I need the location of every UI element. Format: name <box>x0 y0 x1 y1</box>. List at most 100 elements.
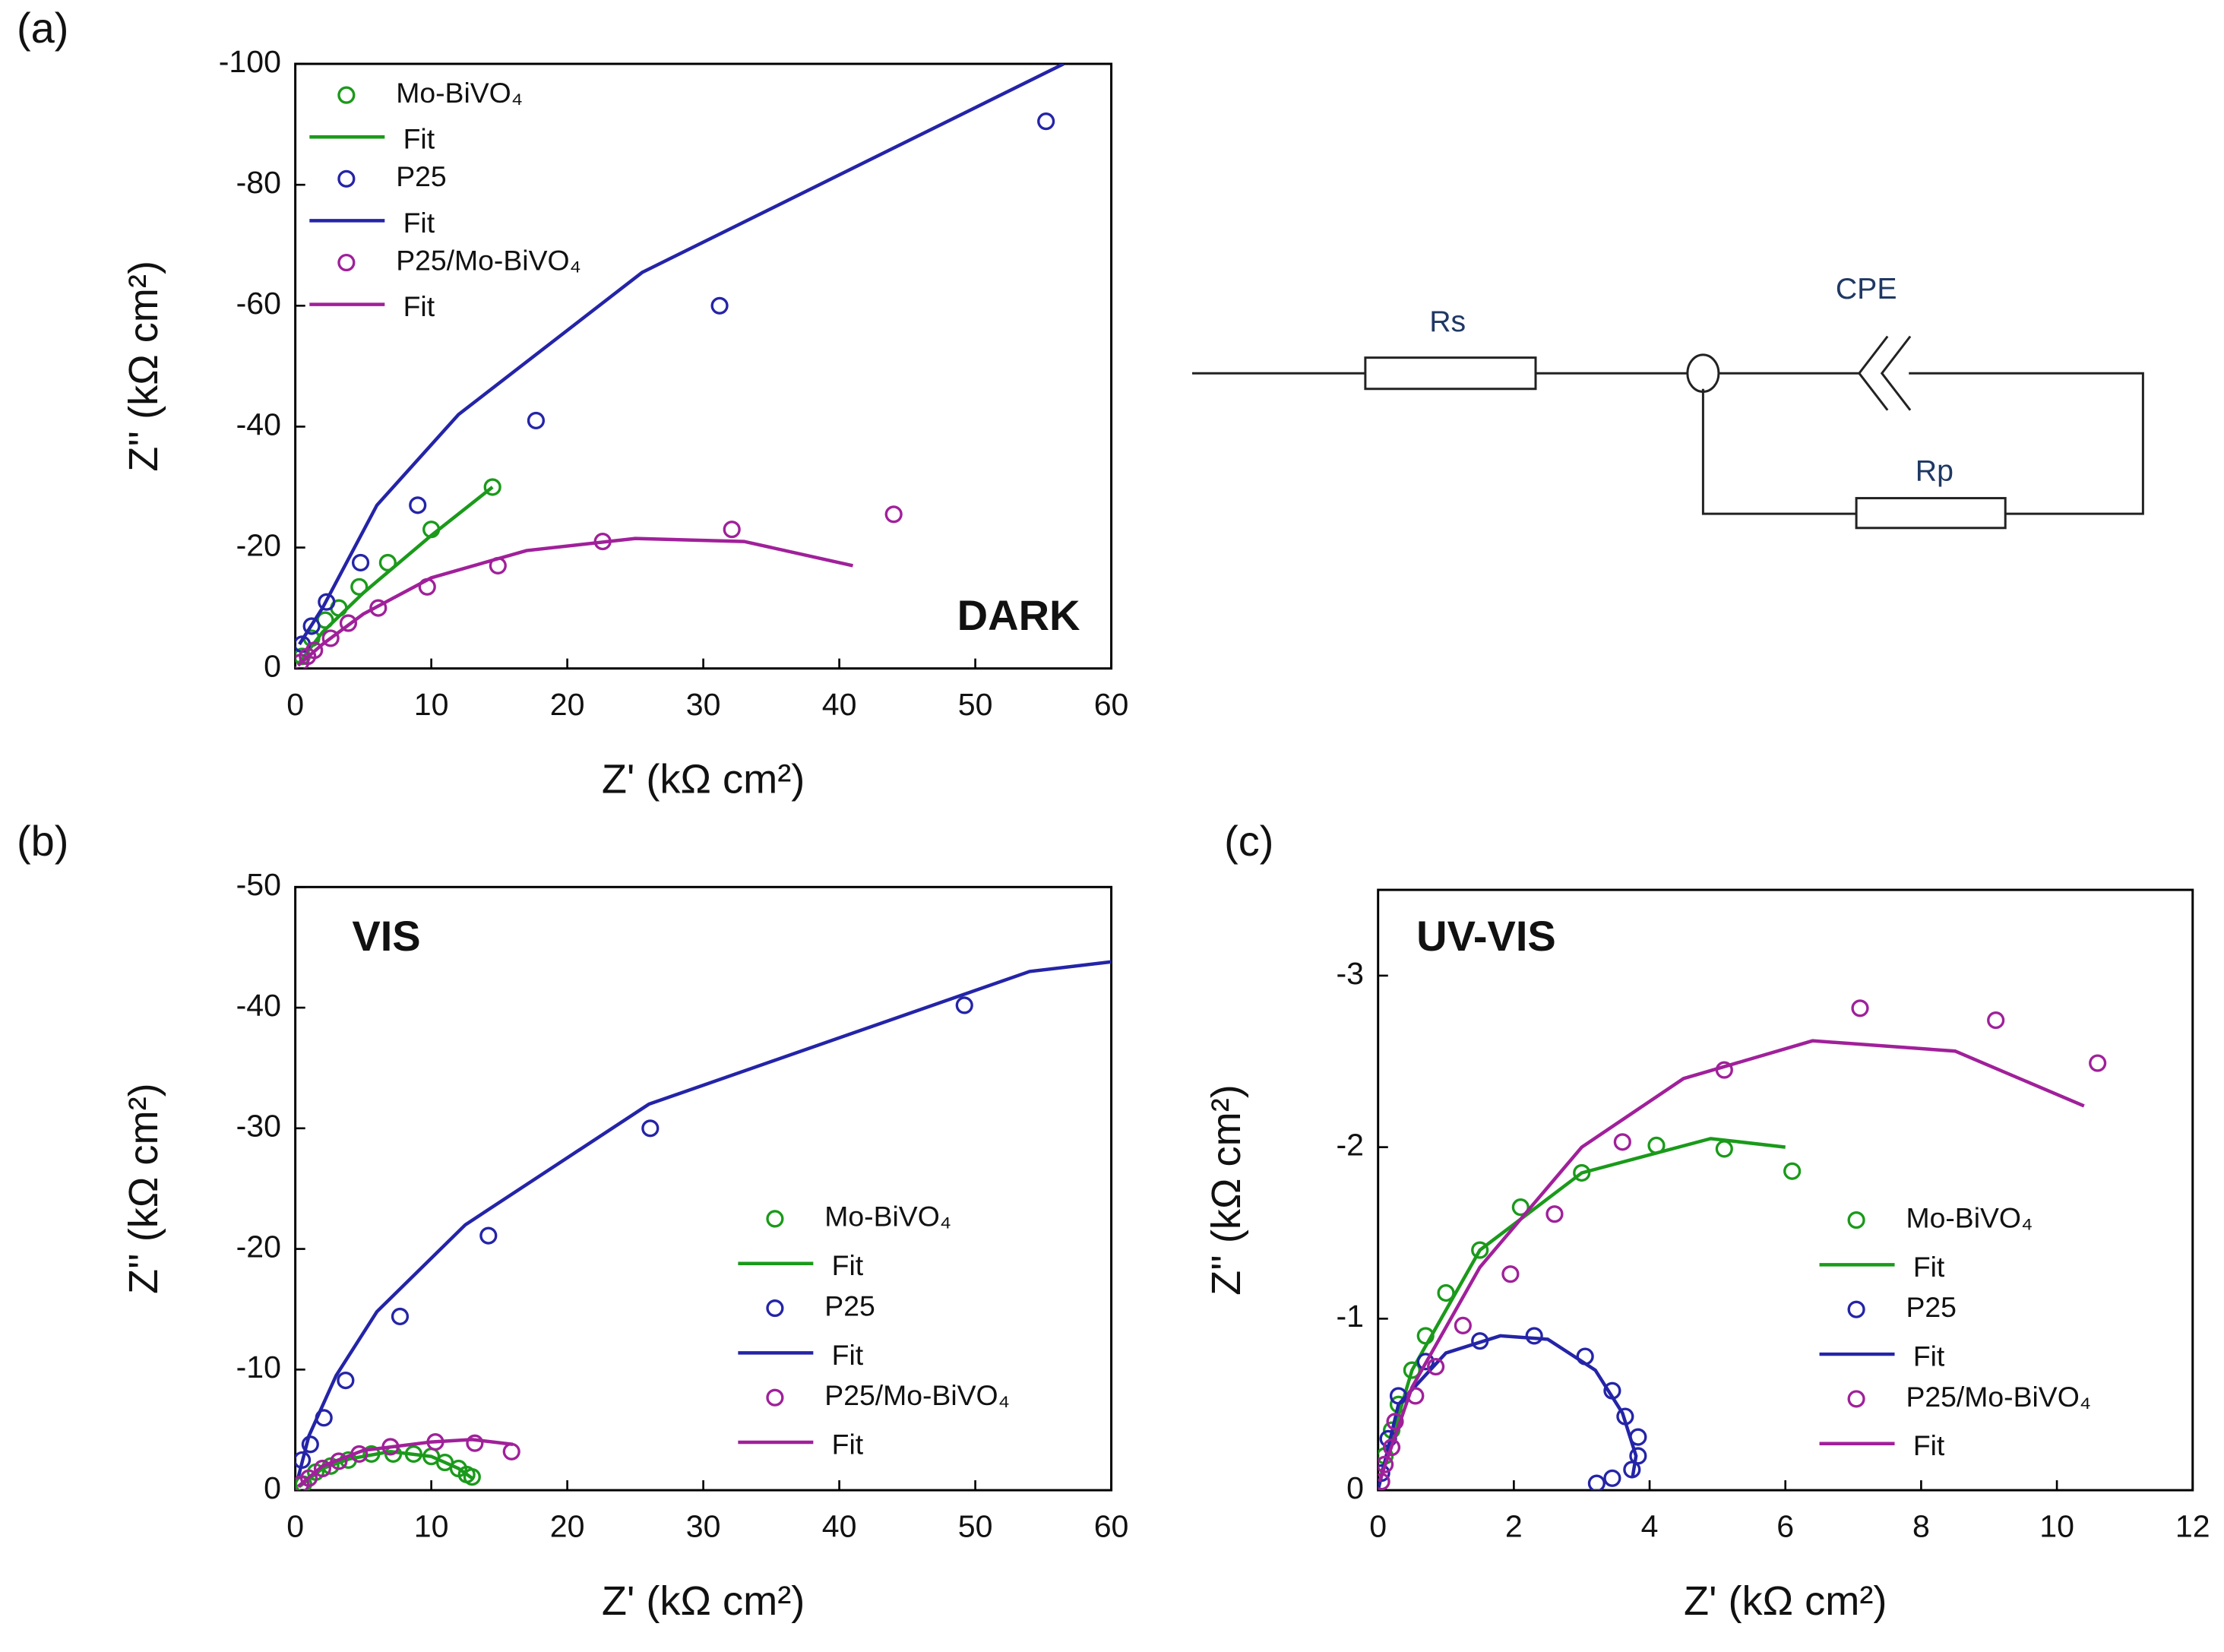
data-point <box>1471 1241 1489 1259</box>
x-tick-label: 10 <box>414 687 449 722</box>
legend: Mo-BiVO₄ Fit P25 Fit P25/Mo-BiVO₄ Fit <box>738 1201 1010 1461</box>
data-point <box>1525 1327 1543 1345</box>
legend-marker <box>337 253 356 272</box>
legend-label: P25 <box>396 160 446 192</box>
data-point <box>1545 1205 1564 1223</box>
circuit-label: Rp <box>1916 454 1954 487</box>
legend-label: Mo-BiVO₄ <box>1906 1201 2033 1233</box>
legend-label: P25/Mo-BiVO₄ <box>824 1379 1010 1411</box>
fit-line <box>1378 1039 2085 1483</box>
y-tick-label: -1 <box>1336 1299 1364 1334</box>
legend-label: Fit <box>1913 1429 1945 1461</box>
x-axis-label: Z' (kΩ cm²) <box>602 1578 805 1624</box>
legend-label: Mo-BiVO₄ <box>824 1201 951 1233</box>
y-axis-label: Z'' (kΩ cm²) <box>121 261 166 472</box>
data-point <box>1613 1133 1631 1151</box>
data-point <box>1851 999 1869 1017</box>
data-point <box>1715 1140 1733 1158</box>
x-tick-label: 2 <box>1505 1508 1523 1543</box>
panel-label: (a) <box>17 4 68 52</box>
resistor-rs <box>1364 356 1537 391</box>
x-tick-label: 40 <box>822 687 857 722</box>
data-point <box>723 521 741 539</box>
data-point <box>409 496 427 514</box>
chart: 0 10 20 30 40 50 60 0 -10 -20 -30 -40 -50 Z' (kΩ cm²)… <box>17 817 1128 1624</box>
data-point <box>1416 1353 1435 1371</box>
legend-label: P25 <box>1906 1291 1956 1323</box>
data-point <box>350 578 369 596</box>
x-tick-label: 20 <box>550 1508 585 1543</box>
fit-line <box>296 960 1112 1479</box>
data-point <box>1427 1357 1445 1376</box>
data-point <box>641 1119 660 1138</box>
legend-marker <box>766 1210 784 1228</box>
y-tick-label: -60 <box>236 286 281 321</box>
legend-label: Mo-BiVO₄ <box>396 77 523 109</box>
x-tick-label: 8 <box>1912 1508 1930 1543</box>
cpe-symbol <box>1857 335 1912 411</box>
fit-line <box>296 536 853 667</box>
x-tick-label: 0 <box>1369 1508 1387 1543</box>
x-tick-label: 0 <box>286 1508 304 1543</box>
x-tick-label: 60 <box>1094 1508 1129 1543</box>
data-point <box>1623 1461 1641 1479</box>
legend-label: Fit <box>832 1249 864 1281</box>
legend-label: Fit <box>1913 1340 1945 1372</box>
data-point <box>305 641 324 660</box>
x-tick-label: 0 <box>286 687 304 722</box>
fit-line <box>1380 1137 1786 1474</box>
y-tick-label: -10 <box>236 1350 281 1385</box>
legend-label: P25/Mo-BiVO₄ <box>396 244 581 276</box>
data-point <box>527 411 546 430</box>
x-tick-label: 12 <box>2175 1508 2210 1543</box>
legend-label: Fit <box>403 207 435 239</box>
data-point <box>337 1372 355 1390</box>
y-axis-label: Z'' (kΩ cm²) <box>1204 1084 1249 1296</box>
legend-marker <box>337 86 356 104</box>
x-tick-label: 50 <box>958 1508 993 1543</box>
data-point <box>1501 1265 1520 1283</box>
resistor-rp <box>1855 497 2007 530</box>
y-axis-label: Z'' (kΩ cm²) <box>121 1083 166 1294</box>
plot-area <box>295 64 1065 669</box>
y-tick-label: -50 <box>236 867 281 902</box>
x-tick-label: 40 <box>822 1508 857 1543</box>
data-point <box>955 996 973 1014</box>
data-point <box>466 1434 484 1452</box>
y-tick-label: 0 <box>1346 1470 1364 1505</box>
data-point <box>1037 112 1055 131</box>
y-tick-label: -40 <box>236 988 281 1023</box>
annotation: UV-VIS <box>1416 912 1556 960</box>
data-point <box>302 617 321 635</box>
x-tick-label: 30 <box>686 1508 721 1543</box>
data-point <box>463 1468 481 1486</box>
y-tick-label: -100 <box>219 44 281 79</box>
legend-label: Fit <box>403 123 435 155</box>
x-tick-label: 10 <box>414 1508 449 1543</box>
y-tick-label: -40 <box>236 407 281 441</box>
data-point <box>502 1442 520 1461</box>
x-tick-label: 60 <box>1094 687 1129 722</box>
x-axis-label: Z' (kΩ cm²) <box>1684 1578 1887 1624</box>
data-point <box>2089 1054 2107 1072</box>
legend-marker <box>1847 1211 1865 1230</box>
x-tick-label: 6 <box>1776 1508 1794 1543</box>
wire <box>1192 372 2144 515</box>
y-tick-label: -3 <box>1336 956 1364 991</box>
legend: Mo-BiVO₄ Fit P25 Fit P25/Mo-BiVO₄ Fit <box>309 77 581 322</box>
plot-area <box>1378 999 2107 1491</box>
data-point <box>313 1459 332 1478</box>
x-tick-label: 10 <box>2039 1508 2074 1543</box>
data-point <box>1403 1361 1421 1379</box>
data-point <box>391 1307 410 1326</box>
circuit-diagram: Rs CPE Rp <box>1192 272 2144 530</box>
panel-label: (c) <box>1224 817 1273 865</box>
data-point <box>1454 1316 1472 1334</box>
data-point <box>1386 1413 1404 1431</box>
legend-marker <box>337 169 356 188</box>
data-point <box>479 1226 498 1245</box>
chart: 0 2 4 6 8 10 12 0 -1 -2 -3 Z' (kΩ cm²) Z'' (kΩ cm²) (… <box>1204 817 2210 1624</box>
legend-label: Fit <box>403 290 435 322</box>
data-point <box>318 593 336 611</box>
